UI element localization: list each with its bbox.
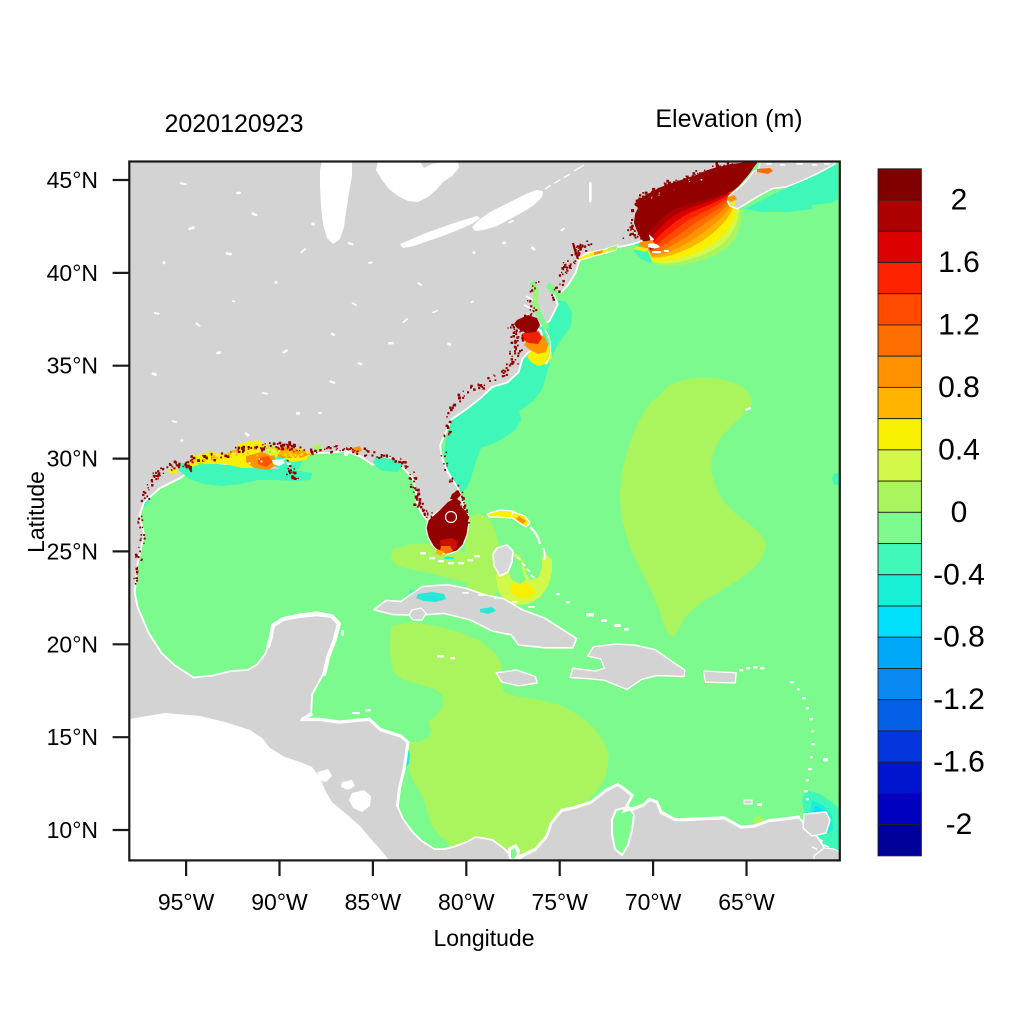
svg-text:75°W: 75°W [531,889,588,915]
svg-text:Elevation (m): Elevation (m) [655,105,802,133]
svg-text:20°N: 20°N [47,631,98,657]
svg-text:0.8: 0.8 [938,371,980,404]
svg-text:45°N: 45°N [47,167,98,193]
svg-text:Latitude: Latitude [23,471,49,553]
svg-text:85°W: 85°W [345,889,402,915]
svg-text:80°W: 80°W [438,889,495,915]
svg-text:1.6: 1.6 [938,246,980,279]
svg-text:Longitude: Longitude [433,925,534,951]
svg-text:0.4: 0.4 [938,433,980,466]
svg-text:-2: -2 [946,808,973,841]
svg-text:2020120923: 2020120923 [164,110,303,138]
svg-text:30°N: 30°N [47,446,98,472]
svg-text:40°N: 40°N [47,260,98,286]
svg-text:10°N: 10°N [47,817,98,843]
svg-text:-0.4: -0.4 [933,558,985,591]
svg-text:65°W: 65°W [718,889,775,915]
svg-text:35°N: 35°N [47,353,98,379]
svg-text:-1.6: -1.6 [933,746,985,779]
svg-text:15°N: 15°N [47,724,98,750]
svg-text:-1.2: -1.2 [933,683,985,716]
svg-text:2: 2 [951,184,968,217]
svg-text:70°W: 70°W [625,889,682,915]
svg-text:1.2: 1.2 [938,308,980,341]
svg-text:95°W: 95°W [158,889,215,915]
svg-text:25°N: 25°N [47,538,98,564]
svg-text:-0.8: -0.8 [933,621,985,654]
svg-text:90°W: 90°W [251,889,308,915]
svg-text:0: 0 [951,496,968,529]
